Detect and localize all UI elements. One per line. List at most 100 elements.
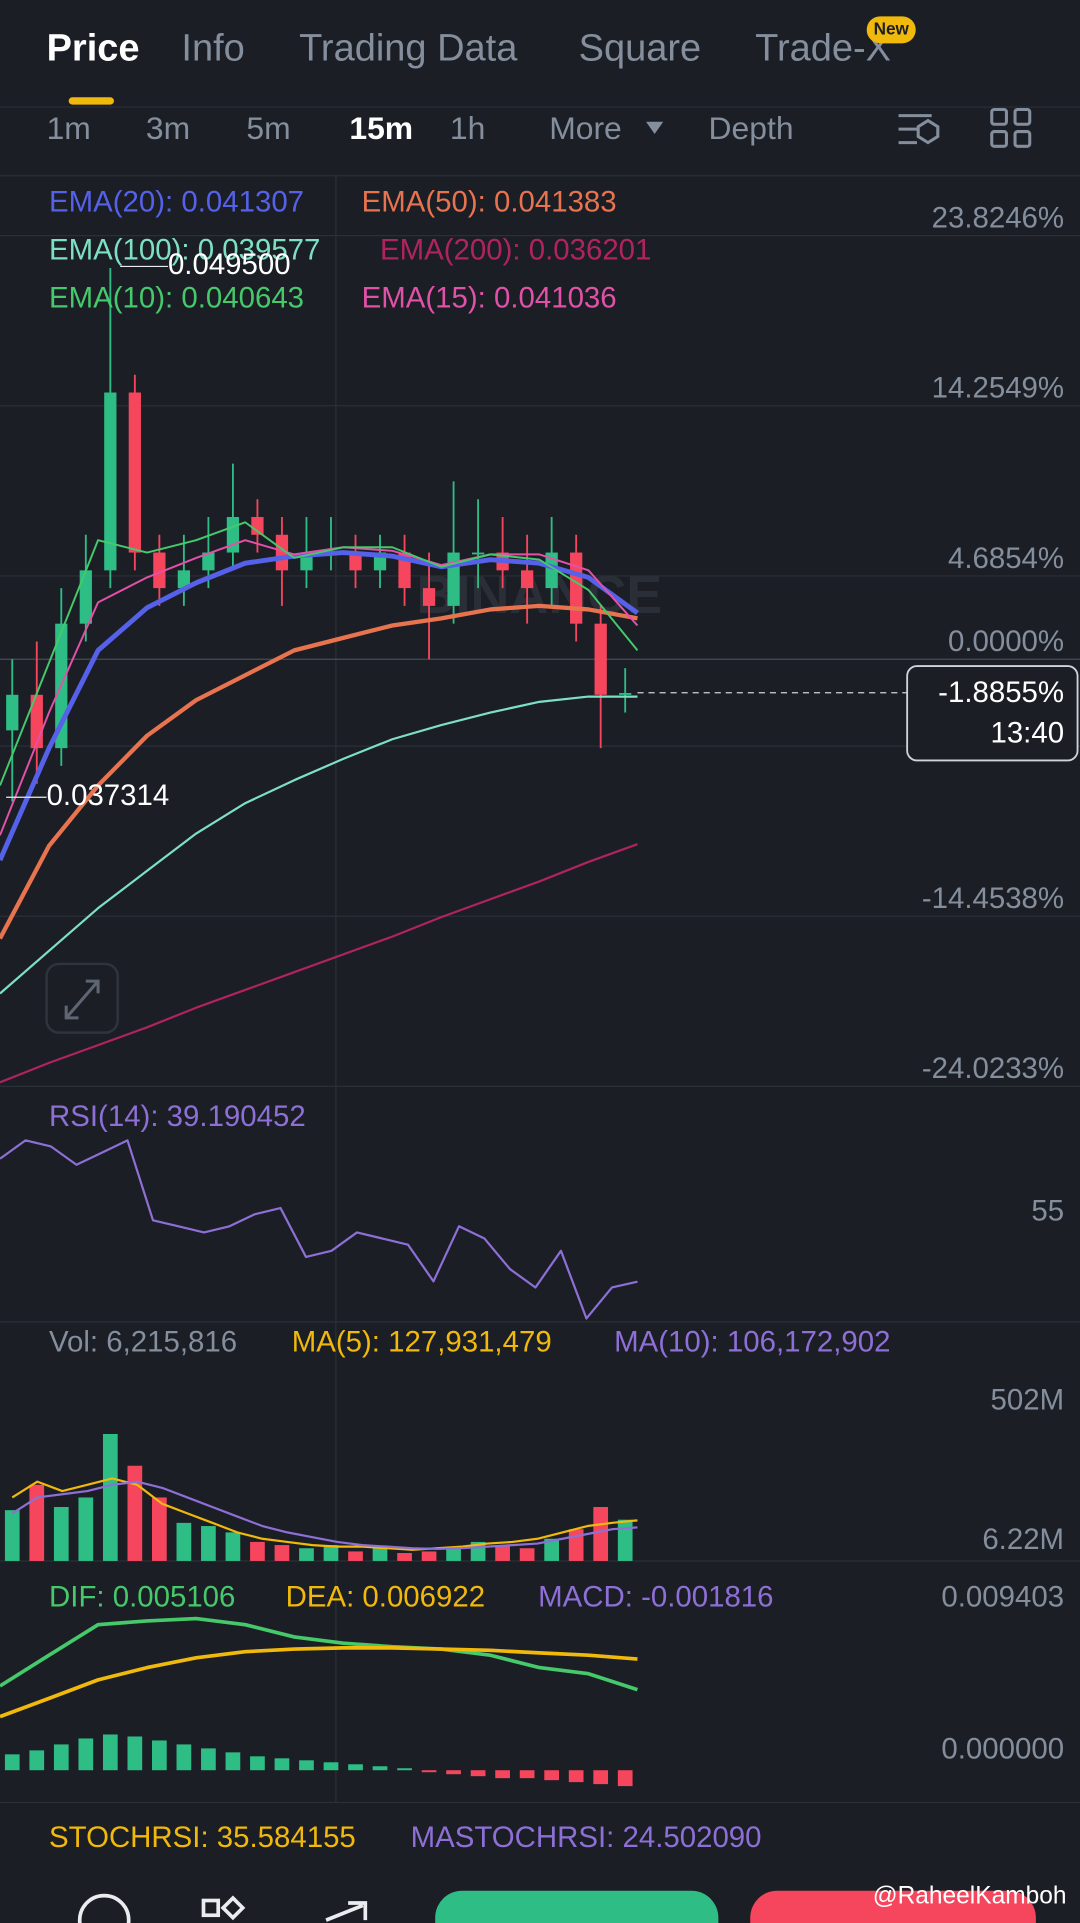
macd-bar (29, 1750, 45, 1771)
stochrsi-ma-label: MASTOCHRSI: 24.502090 (411, 1821, 762, 1854)
macd-bar (4, 1754, 20, 1771)
macd-bar (250, 1756, 265, 1771)
legend-entry: EMA(15): 0.041036 (362, 281, 617, 314)
y-tick-label: 502M (991, 1383, 1065, 1416)
buy-button[interactable] (435, 1890, 719, 1923)
volume-bar (421, 1551, 437, 1561)
candle-body (226, 516, 240, 553)
y-tick-label: -24.0233% (922, 1052, 1064, 1085)
volume-bar (495, 1545, 510, 1561)
candle-body (520, 570, 534, 589)
dropdown-arrow (646, 121, 664, 135)
macd-bar (176, 1744, 192, 1771)
candle-body (79, 570, 92, 624)
alert-icon[interactable] (201, 1895, 246, 1921)
candle-body (349, 552, 362, 571)
volume-bar (250, 1541, 265, 1561)
macd-bar (201, 1748, 216, 1771)
legend-entry: DIF: 0.005106 (49, 1581, 235, 1614)
bottom-bar: @RaheelKamboh (77, 1882, 1067, 1923)
macd-bar (495, 1770, 510, 1779)
macd-bar (544, 1770, 560, 1781)
macd-bar (274, 1758, 290, 1771)
watermark-user: @RaheelKamboh (873, 1882, 1067, 1909)
interval[interactable]: Depth (709, 110, 794, 146)
macd-bar (421, 1770, 437, 1773)
interval[interactable]: More (549, 110, 622, 146)
candle-body (104, 392, 117, 571)
macd-bar (102, 1734, 118, 1771)
interval[interactable]: 15m (349, 110, 413, 146)
layout-icon[interactable] (990, 107, 1032, 148)
volume-bar (544, 1538, 560, 1561)
volume-bar (323, 1545, 339, 1561)
volume-bar (446, 1548, 461, 1561)
tab[interactable]: Trading Data (299, 28, 518, 70)
macd-bar (519, 1770, 535, 1779)
macd-bar (593, 1770, 609, 1785)
macd-bar (78, 1738, 94, 1771)
tab[interactable]: Info (181, 28, 244, 70)
volume-bar (4, 1510, 20, 1561)
last-price-box (906, 665, 1079, 762)
macd-bar (568, 1770, 584, 1783)
rsi-label: RSI(14): 39.190452 (49, 1100, 306, 1133)
volume-bar (397, 1553, 412, 1561)
macd-bar (127, 1736, 143, 1771)
tab-indicator (68, 97, 115, 105)
tab[interactable]: Price (47, 28, 140, 70)
interval[interactable]: 5m (246, 110, 290, 146)
volume-bar (127, 1465, 143, 1561)
volume-bar (568, 1529, 584, 1561)
high-label: 0.049500 (168, 248, 291, 281)
line (11, 1480, 638, 1551)
low-label: 0.037314 (47, 779, 170, 812)
y-tick-label: 23.8246% (932, 201, 1064, 234)
legend-entry: MA(10): 106,172,902 (614, 1326, 890, 1359)
interval[interactable]: 3m (146, 110, 190, 146)
last-price-change: -1.8855% (938, 676, 1064, 709)
share-icon[interactable] (325, 1901, 368, 1922)
macd-bar (617, 1770, 633, 1787)
y-tick-label: 6.22M (982, 1523, 1064, 1556)
macd-bar (348, 1764, 363, 1771)
volume-label: Vol: 6,215,816 (49, 1326, 237, 1359)
interval[interactable]: 1m (47, 110, 91, 146)
volume-bar (29, 1484, 45, 1561)
stochrsi-label: STOCHRSI: 35.584155 (49, 1821, 356, 1854)
legend-entry: MA(5): 127,931,479 (292, 1326, 552, 1359)
legend-entry: MACD: -0.001816 (538, 1581, 773, 1614)
more-icon[interactable] (77, 1893, 131, 1923)
tab[interactable]: Square (579, 28, 702, 70)
legend-entry: EMA(100): 0.039577 (49, 233, 320, 266)
chart-settings-icon[interactable] (898, 114, 940, 145)
line (0, 1646, 638, 1719)
volume-bar (78, 1497, 94, 1561)
sell-button[interactable] (750, 1890, 1036, 1923)
y-tick-label: 0.0000% (948, 625, 1064, 658)
volume-bar (102, 1433, 118, 1561)
candle-body (471, 552, 485, 555)
candle-body (128, 392, 141, 553)
volume-bar (593, 1506, 609, 1561)
volume-bar (152, 1497, 167, 1561)
y-tick-label: -14.4538% (922, 882, 1064, 915)
interval[interactable]: 1h (450, 110, 485, 146)
y-tick-label: 4.6854% (948, 542, 1064, 575)
volume-bar (53, 1506, 69, 1561)
legend-entry: EMA(20): 0.041307 (49, 186, 304, 219)
macd-bar (323, 1762, 339, 1771)
candle-body (619, 693, 632, 695)
volume-bar (176, 1522, 192, 1561)
legend-entry: EMA(50): 0.041383 (362, 186, 617, 219)
line (0, 1616, 639, 1692)
line (0, 603, 638, 940)
macd-bar (397, 1768, 412, 1771)
expand-button[interactable] (45, 962, 119, 1034)
volume-bar (519, 1548, 535, 1561)
y-tick-label: 14.2549% (932, 372, 1064, 405)
line (0, 539, 639, 836)
macd-bar (53, 1744, 69, 1771)
